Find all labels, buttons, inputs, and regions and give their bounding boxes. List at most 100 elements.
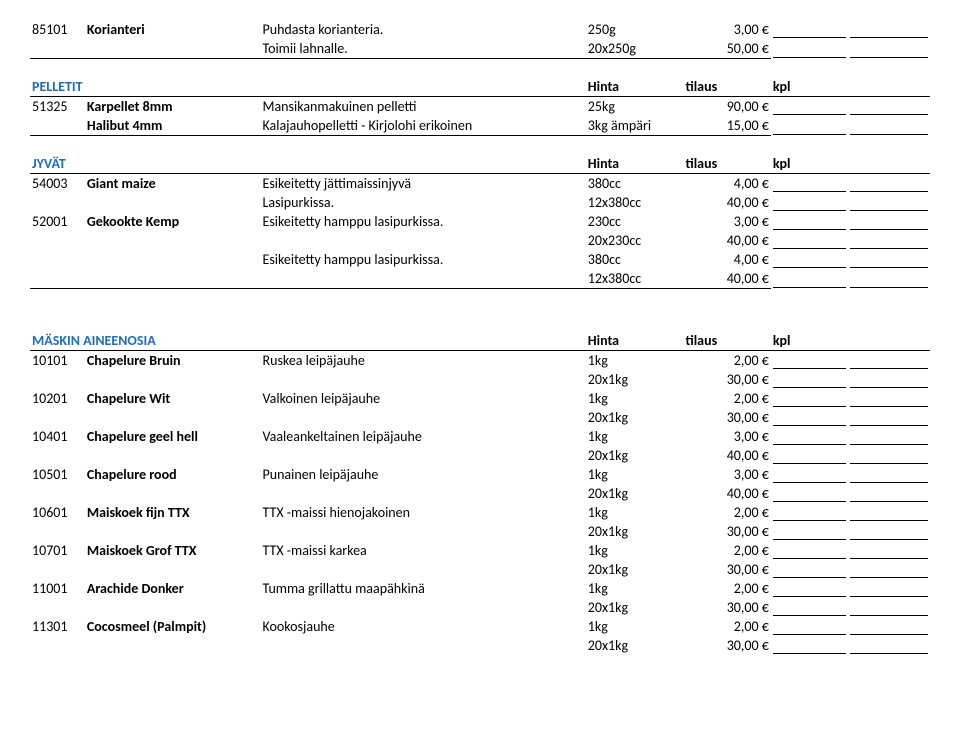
row-desc: Kookosjauhe bbox=[260, 617, 567, 636]
row-desc bbox=[260, 522, 567, 541]
row-name bbox=[85, 522, 261, 541]
row-code: 10701 bbox=[30, 541, 85, 560]
row-code bbox=[30, 560, 85, 579]
section-title-pelletit: PELLETIT bbox=[30, 77, 568, 97]
row-price: 3,00 € bbox=[678, 20, 771, 39]
row-code: 11001 bbox=[30, 579, 85, 598]
row-price: 3,00 € bbox=[678, 465, 771, 484]
row-size: 20x1kg bbox=[568, 370, 678, 389]
row-price: 30,00 € bbox=[678, 598, 771, 617]
row-size: 3kg ämpäri bbox=[568, 116, 678, 136]
row-price: 50,00 € bbox=[678, 39, 771, 59]
row-desc bbox=[260, 408, 567, 427]
row-desc bbox=[260, 231, 567, 250]
row-code: 10201 bbox=[30, 389, 85, 408]
row-desc: Lasipurkissa. bbox=[260, 193, 567, 212]
row-price: 2,00 € bbox=[678, 351, 771, 371]
row-size: 12x380cc bbox=[568, 193, 678, 212]
row-name bbox=[85, 250, 261, 269]
row-name: Maiskoek fijn TTX bbox=[85, 503, 261, 522]
row-size: 20x1kg bbox=[568, 484, 678, 503]
row-desc: TTX -maissi hienojakoinen bbox=[260, 503, 567, 522]
row-price: 2,00 € bbox=[678, 541, 771, 560]
row-price: 4,00 € bbox=[678, 174, 771, 194]
row-price: 2,00 € bbox=[678, 503, 771, 522]
row-desc bbox=[260, 636, 567, 655]
row-price: 30,00 € bbox=[678, 636, 771, 655]
row-price: 3,00 € bbox=[678, 212, 771, 231]
row-name bbox=[85, 269, 261, 289]
row-size: 1kg bbox=[568, 351, 678, 371]
row-name: Korianteri bbox=[85, 20, 261, 39]
row-price: 40,00 € bbox=[678, 193, 771, 212]
row-price: 30,00 € bbox=[678, 408, 771, 427]
row-size: 1kg bbox=[568, 541, 678, 560]
row-name: Halibut 4mm bbox=[85, 116, 261, 136]
row-size: 1kg bbox=[568, 503, 678, 522]
row-name bbox=[85, 484, 261, 503]
row-price: 40,00 € bbox=[678, 484, 771, 503]
row-name bbox=[85, 408, 261, 427]
row-name bbox=[85, 598, 261, 617]
row-name: Maiskoek Grof TTX bbox=[85, 541, 261, 560]
section-title-maskin: MÄSKIN AINEENOSIA bbox=[30, 331, 568, 351]
row-code bbox=[30, 39, 85, 59]
row-price: 40,00 € bbox=[678, 269, 771, 289]
row-size: 20x230cc bbox=[568, 231, 678, 250]
row-name: Karpellet 8mm bbox=[85, 97, 261, 117]
row-size: 20x1kg bbox=[568, 560, 678, 579]
row-name: Chapelure Bruin bbox=[85, 351, 261, 371]
row-desc: Esikeitetty hamppu lasipurkissa. bbox=[260, 250, 567, 269]
row-name: Chapelure Wit bbox=[85, 389, 261, 408]
row-size: 380cc bbox=[568, 174, 678, 194]
row-desc: Kalajauhopelletti - Kirjolohi erikoinen bbox=[260, 116, 567, 136]
row-code bbox=[30, 370, 85, 389]
row-desc bbox=[260, 560, 567, 579]
row-desc bbox=[260, 598, 567, 617]
row-code bbox=[30, 116, 85, 136]
row-size: 380cc bbox=[568, 250, 678, 269]
row-desc: Toimii lahnalle. bbox=[260, 39, 567, 59]
row-price: 4,00 € bbox=[678, 250, 771, 269]
row-desc bbox=[260, 446, 567, 465]
row-code: 52001 bbox=[30, 212, 85, 231]
row-size: 20x1kg bbox=[568, 408, 678, 427]
row-name: Chapelure geel hell bbox=[85, 427, 261, 446]
row-size: 1kg bbox=[568, 389, 678, 408]
row-name bbox=[85, 39, 261, 59]
row-desc: Puhdasta korianteria. bbox=[260, 20, 567, 39]
row-code bbox=[30, 408, 85, 427]
row-name: Arachide Donker bbox=[85, 579, 261, 598]
row-desc: Mansikanmakuinen pelletti bbox=[260, 97, 567, 117]
row-size: 230cc bbox=[568, 212, 678, 231]
row-code bbox=[30, 446, 85, 465]
row-size: 250g bbox=[568, 20, 678, 39]
row-size: 1kg bbox=[568, 617, 678, 636]
row-name bbox=[85, 446, 261, 465]
row-code bbox=[30, 522, 85, 541]
row-code bbox=[30, 598, 85, 617]
row-price: 30,00 € bbox=[678, 522, 771, 541]
row-code: 10401 bbox=[30, 427, 85, 446]
row-size: 20x1kg bbox=[568, 522, 678, 541]
row-price: 30,00 € bbox=[678, 560, 771, 579]
row-size: 25kg bbox=[568, 97, 678, 117]
row-name bbox=[85, 636, 261, 655]
row-desc: Vaaleankeltainen leipäjauhe bbox=[260, 427, 567, 446]
row-desc: Punainen leipäjauhe bbox=[260, 465, 567, 484]
row-code: 54003 bbox=[30, 174, 85, 194]
row-desc bbox=[260, 484, 567, 503]
row-code bbox=[30, 250, 85, 269]
row-name: Cocosmeel (Palmpit) bbox=[85, 617, 261, 636]
row-name bbox=[85, 560, 261, 579]
row-desc: Esikeitetty hamppu lasipurkissa. bbox=[260, 212, 567, 231]
row-size: 1kg bbox=[568, 427, 678, 446]
row-desc: Esikeitetty jättimaissinjyvä bbox=[260, 174, 567, 194]
row-desc: TTX -maissi karkea bbox=[260, 541, 567, 560]
row-name bbox=[85, 193, 261, 212]
row-code bbox=[30, 269, 85, 289]
row-price: 2,00 € bbox=[678, 389, 771, 408]
row-price: 30,00 € bbox=[678, 370, 771, 389]
section-title-jyvat: JYVÄT bbox=[30, 154, 568, 174]
row-price: 3,00 € bbox=[678, 427, 771, 446]
